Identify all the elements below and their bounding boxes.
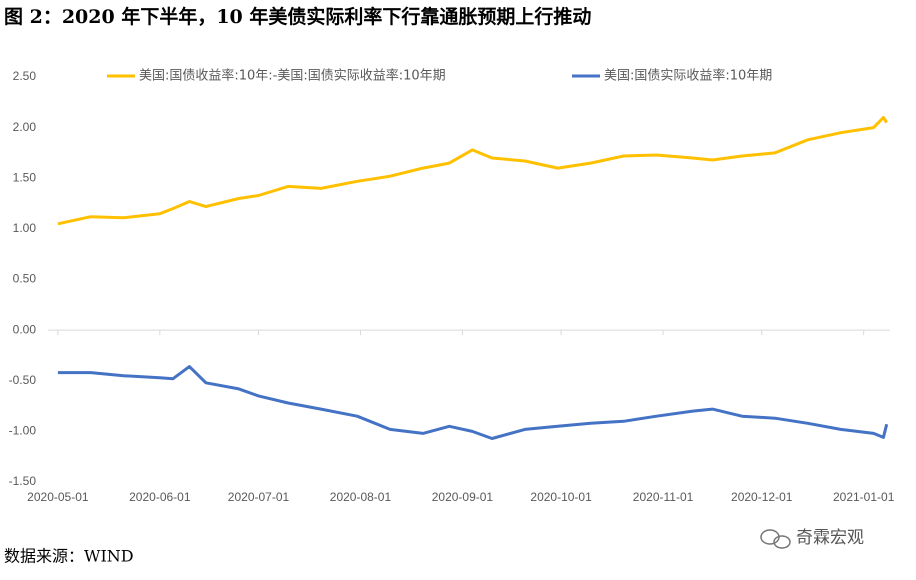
x-tick-label: 2020-11-01 — [633, 490, 694, 504]
legend-label: 美国:国债实际收益率:10年期 — [604, 68, 772, 84]
y-tick-label: 2.50 — [13, 69, 37, 83]
y-tick-label: 2.00 — [13, 120, 37, 134]
watermark: 奇霖宏观 — [796, 528, 864, 548]
y-tick-label: 0.00 — [13, 322, 37, 336]
y-tick-label: -1.50 — [9, 474, 37, 488]
y-tick-label: 1.50 — [13, 170, 37, 184]
x-tick-label: 2020-07-01 — [228, 490, 290, 504]
y-tick-label: -1.00 — [9, 424, 37, 438]
y-tick-label: 0.50 — [13, 272, 37, 286]
series-line — [57, 365, 889, 440]
y-tick-label: 1.00 — [13, 221, 37, 235]
source: 数据来源：WIND — [4, 547, 134, 566]
chart-title: 图 2：2020 年下半年，10 年美债实际利率下行靠通胀预期上行推动 — [4, 5, 591, 28]
x-tick-label: 2020-10-01 — [530, 490, 592, 504]
x-tick-label: 2021-01-01 — [833, 490, 895, 504]
legend-label: 美国:国债收益率:10年:-美国:国债实际收益率:10年期 — [139, 68, 446, 84]
x-tick-label: 2020-09-01 — [432, 490, 494, 504]
x-tick-label: 2020-06-01 — [129, 490, 191, 504]
y-tick-label: -0.50 — [9, 373, 37, 387]
watermark-icon — [760, 529, 791, 549]
x-tick-label: 2020-05-01 — [27, 490, 89, 504]
x-tick-label: 2020-08-01 — [330, 490, 392, 504]
x-tick-label: 2020-12-01 — [731, 490, 793, 504]
series-line — [57, 116, 888, 226]
